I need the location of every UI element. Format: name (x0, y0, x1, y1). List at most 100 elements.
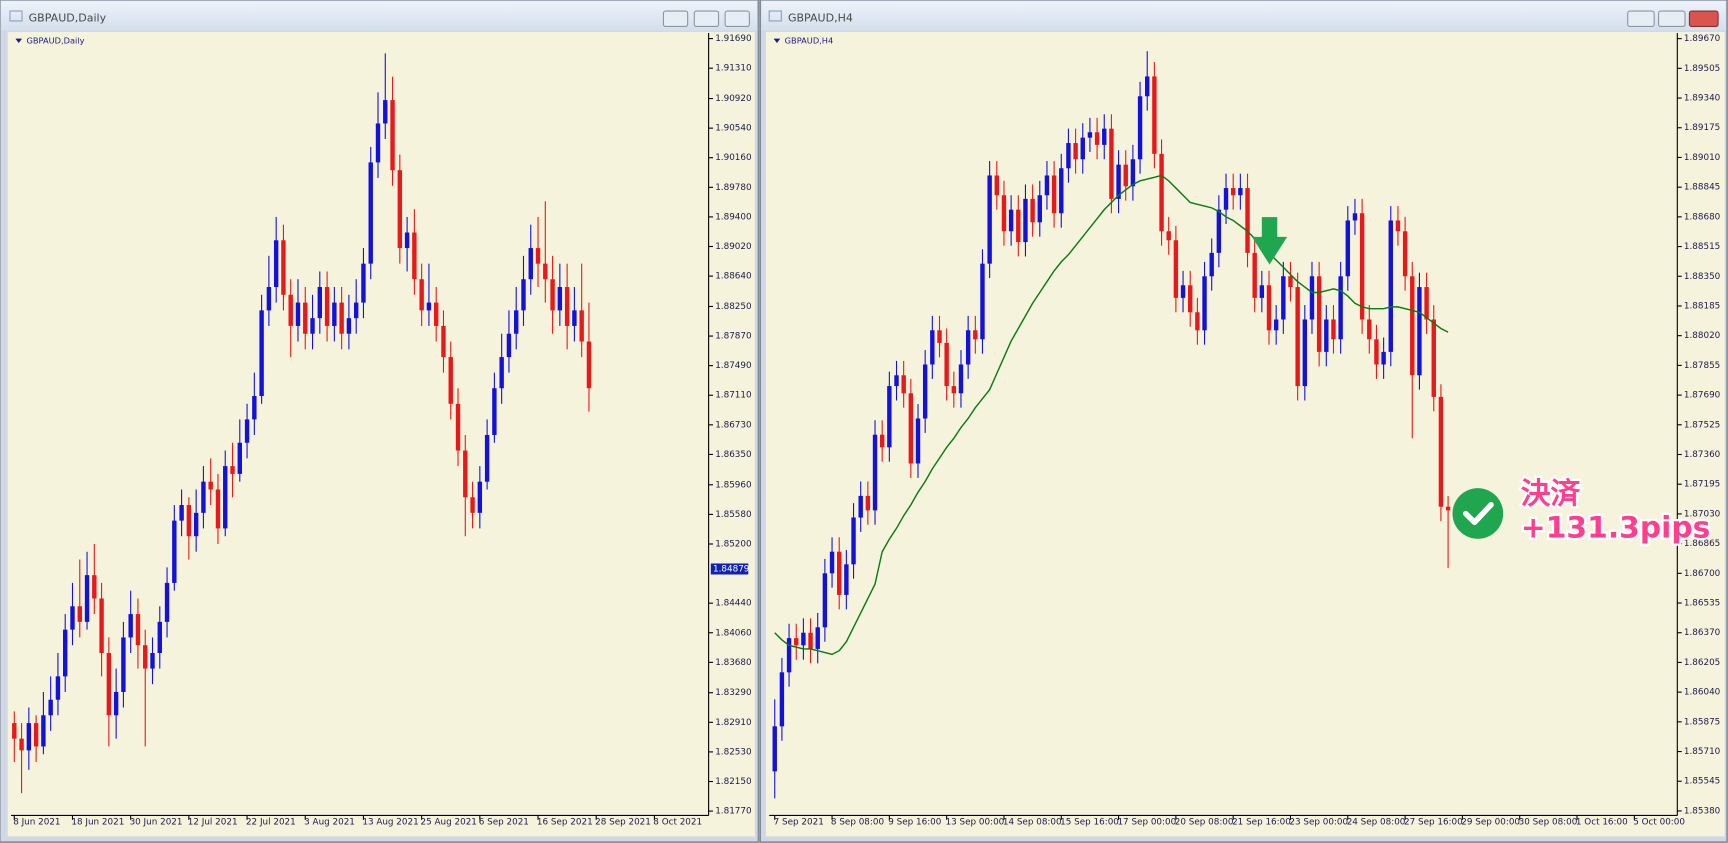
y-tick-label: 1.91690 (715, 34, 752, 44)
candle-body (815, 627, 820, 649)
candle-body (1402, 231, 1408, 277)
candle-body (1037, 195, 1042, 223)
candle-body (579, 310, 584, 342)
y-tick-label: 1.86865 (1684, 539, 1720, 549)
candle-body (26, 723, 32, 751)
x-tick-label: 28 Sep 2021 (595, 818, 651, 828)
y-tick-label: 1.81770 (715, 807, 752, 817)
candle-body (477, 481, 483, 513)
candle-body (1145, 76, 1150, 97)
candle-body (930, 330, 935, 365)
candle-body (1188, 285, 1193, 313)
candle-body (41, 715, 46, 747)
arrow-head (1251, 236, 1288, 265)
candle-body (1123, 164, 1128, 187)
x-tick-label: 8 Oct 2021 (653, 818, 702, 828)
candle-body (77, 606, 82, 622)
candle-body (1109, 128, 1114, 199)
candle-body (1059, 168, 1064, 214)
y-tick-label: 1.89010 (1684, 153, 1721, 163)
minimize-button[interactable] (1627, 10, 1655, 27)
candle-body (295, 302, 301, 326)
x-tick-label: 15 Sep 16:00 (1060, 818, 1119, 828)
y-tick-label: 1.87490 (715, 361, 752, 371)
candle-body (1216, 209, 1222, 253)
candle-body (908, 393, 914, 464)
candle-body (143, 645, 148, 669)
chart-panel (765, 31, 1725, 837)
candle-body (353, 302, 359, 319)
candle-body (543, 263, 548, 280)
candle-body (1030, 198, 1035, 223)
candle-body (1116, 164, 1121, 199)
y-tick-label: 1.82150 (715, 777, 752, 787)
close-button[interactable] (1688, 10, 1719, 27)
y-tick-label: 1.87110 (715, 391, 752, 401)
y-tick-label: 1.89175 (1684, 123, 1720, 133)
close-button[interactable] (724, 10, 750, 27)
candle-body (1288, 276, 1293, 288)
candle-body (208, 481, 213, 490)
candle-body (951, 386, 957, 394)
y-tick-label: 1.87690 (1684, 391, 1721, 401)
maximize-button[interactable] (693, 10, 720, 27)
candle-body (1374, 339, 1379, 365)
candle-body (1073, 143, 1078, 160)
candle-body (84, 575, 90, 622)
y-tick-label: 1.82530 (715, 747, 752, 757)
candle-body (172, 520, 177, 583)
candle-body (965, 330, 971, 365)
y-tick-label: 1.85380 (1684, 806, 1721, 816)
candle-body (63, 629, 68, 677)
candle-body (121, 637, 126, 692)
candle-body (106, 653, 112, 716)
candle-body (375, 123, 381, 163)
candle-body (1338, 276, 1343, 340)
candle-body (1209, 252, 1214, 277)
x-tick-label: 25 Aug 2021 (421, 818, 477, 828)
check-mark (1462, 501, 1494, 526)
maximize-button[interactable] (1658, 10, 1686, 27)
y-tick-label: 1.84060 (715, 628, 752, 638)
x-tick-label: 13 Sep 00:00 (946, 818, 1005, 828)
y-tick-label: 1.87030 (1684, 509, 1721, 519)
candle-body (1166, 231, 1171, 241)
candle-body (164, 582, 170, 622)
minimize-button[interactable] (662, 10, 689, 27)
y-tick-label: 1.84440 (715, 599, 752, 609)
window-icon (9, 10, 23, 22)
candle-body (1094, 132, 1100, 145)
candle-body (484, 434, 490, 482)
candle-body (586, 341, 592, 389)
candle-body (837, 551, 842, 595)
candle-body (193, 512, 199, 537)
menu-triangle (773, 38, 781, 43)
candle-body (1417, 287, 1422, 376)
x-tick-label: 24 Sep 08:00 (1347, 818, 1406, 828)
x-tick-label: 7 Sep 2021 (774, 818, 824, 828)
x-tick-label: 22 Jul 2021 (246, 818, 296, 828)
candle-body (1195, 312, 1200, 331)
candle-body (844, 564, 849, 595)
y-tick-label: 1.90920 (715, 94, 752, 104)
candle-body (1352, 213, 1358, 221)
candle-body (1331, 319, 1336, 340)
candle-body (426, 302, 432, 311)
y-tick-label: 1.85545 (1684, 777, 1720, 787)
y-tick-label: 1.86205 (1684, 658, 1720, 668)
x-tick-label: 12 Jul 2021 (188, 818, 238, 828)
x-tick-label: 21 Sep 16:00 (1232, 818, 1291, 828)
candle-body (872, 434, 878, 511)
y-tick-label: 1.86040 (1684, 688, 1721, 698)
y-tick-label: 1.89670 (1684, 34, 1721, 44)
y-tick-label: 1.88350 (1684, 272, 1721, 282)
y-tick-label: 1.89020 (715, 242, 752, 252)
candle-body (887, 386, 892, 448)
candle-body (1180, 285, 1186, 298)
candle-body (1130, 159, 1136, 187)
candle-body (448, 357, 453, 404)
x-tick-label: 3 Aug 2021 (304, 818, 355, 828)
candle-body (506, 333, 512, 358)
title-bar (761, 1, 1726, 31)
